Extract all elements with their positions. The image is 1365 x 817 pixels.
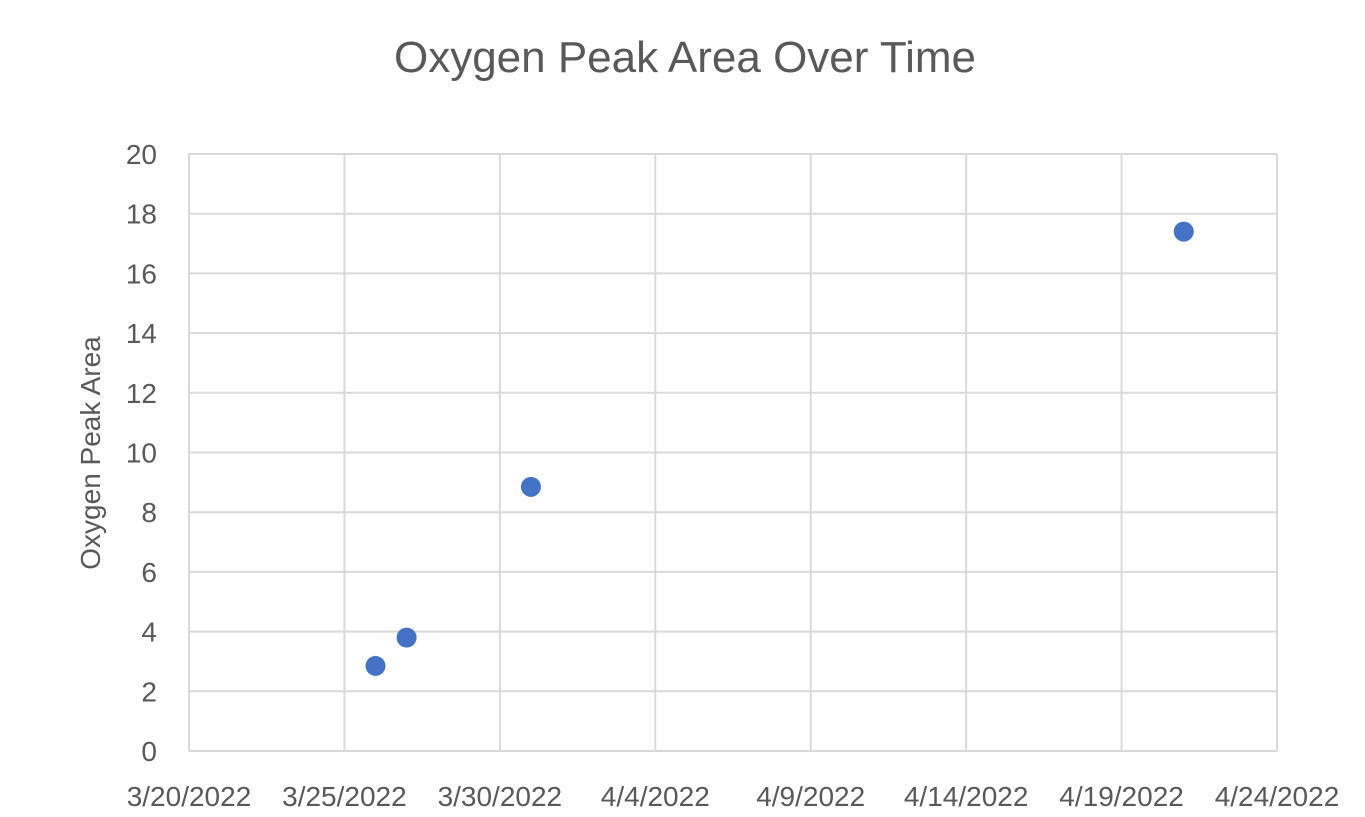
x-tick-label: 3/25/2022 — [282, 781, 407, 812]
x-axis-ticks: 3/20/2022 3/25/2022 3/30/2022 4/4/2022 4/9/2… — [127, 781, 1340, 812]
y-axis-ticks: 0 2 4 6 8 10 12 14 16 18 20 — [126, 139, 157, 767]
x-tick-label: 3/30/2022 — [438, 781, 563, 812]
y-tick-label: 2 — [141, 676, 157, 707]
y-tick-label: 20 — [126, 139, 157, 170]
x-tick-label: 4/19/2022 — [1059, 781, 1184, 812]
y-axis-title: Oxygen Peak Area — [75, 336, 106, 570]
data-point — [1173, 221, 1194, 242]
y-tick-label: 18 — [126, 199, 157, 230]
x-tick-label: 4/24/2022 — [1215, 781, 1340, 812]
data-point — [365, 655, 386, 676]
y-tick-label: 14 — [126, 318, 157, 349]
x-tick-label: 4/9/2022 — [756, 781, 865, 812]
y-tick-label: 8 — [141, 497, 157, 528]
data-point — [520, 476, 541, 497]
data-point — [396, 627, 417, 648]
y-tick-label: 4 — [141, 617, 157, 648]
x-tick-label: 3/20/2022 — [127, 781, 252, 812]
chart-title: Oxygen Peak Area Over Time — [394, 33, 976, 82]
x-tick-label: 4/14/2022 — [904, 781, 1029, 812]
y-tick-label: 16 — [126, 258, 157, 289]
y-tick-label: 6 — [141, 557, 157, 588]
y-tick-label: 10 — [126, 438, 157, 469]
gridlines — [188, 153, 1278, 752]
x-tick-label: 4/4/2022 — [601, 781, 710, 812]
data-points — [365, 221, 1194, 676]
y-tick-label: 0 — [141, 736, 157, 767]
y-tick-label: 12 — [126, 378, 157, 409]
